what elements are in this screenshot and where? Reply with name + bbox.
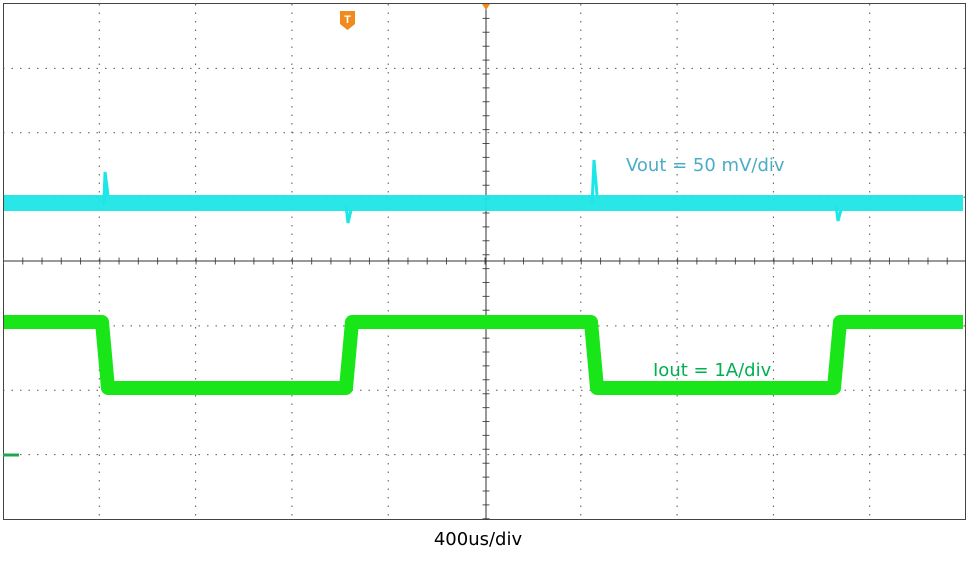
iout-trace — [4, 315, 963, 395]
vout-spikes — [102, 159, 843, 224]
trigger-marker-badge — [340, 11, 355, 30]
time-scale-label: 400us/div — [434, 529, 523, 550]
vout-label: Vout = 50 mV/div — [626, 155, 785, 176]
iout-label: Iout = 1A/div — [653, 360, 772, 381]
trigger-marker: T — [344, 14, 351, 26]
trigger-position-marker — [482, 4, 490, 10]
